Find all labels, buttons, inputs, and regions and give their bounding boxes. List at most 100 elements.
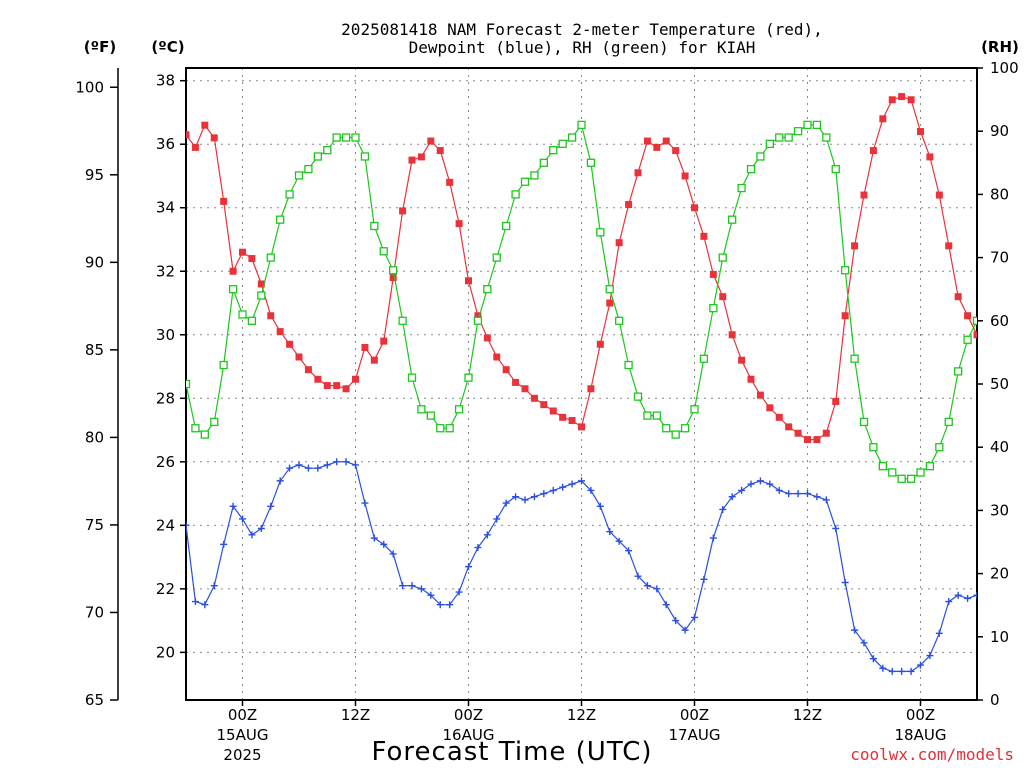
unit-label-rh: (RH) <box>981 38 1019 56</box>
point-dewpoint <box>653 585 661 593</box>
tick-label-f: 85 <box>85 341 104 359</box>
point-rh <box>756 152 765 161</box>
point-rh <box>878 462 887 471</box>
point-temperature <box>474 312 482 320</box>
x-axis-label: Forecast Time (UTC) <box>371 737 652 767</box>
point-dewpoint <box>220 540 228 548</box>
point-temperature <box>333 382 341 390</box>
point-dewpoint <box>295 461 303 469</box>
point-rh <box>445 424 454 433</box>
point-rh <box>464 373 473 382</box>
point-temperature <box>559 413 567 421</box>
point-rh <box>417 405 426 414</box>
point-temperature <box>672 147 680 155</box>
tick-label-rh: 30 <box>990 501 1009 519</box>
point-dewpoint <box>672 617 680 625</box>
point-rh <box>746 164 756 174</box>
point-rh <box>803 120 812 130</box>
tick-label-f: 95 <box>85 166 104 184</box>
point-dewpoint <box>615 537 623 545</box>
point-temperature <box>540 401 548 409</box>
point-rh <box>549 146 558 155</box>
point-dewpoint <box>747 480 755 488</box>
point-dewpoint <box>314 464 322 472</box>
point-temperature <box>841 312 849 320</box>
point-temperature <box>747 375 755 383</box>
point-temperature <box>625 201 633 209</box>
point-dewpoint <box>493 515 501 523</box>
point-rh <box>379 247 388 256</box>
point-temperature <box>257 280 265 288</box>
point-rh <box>906 474 916 483</box>
point-rh <box>454 405 464 414</box>
point-temperature <box>926 153 934 161</box>
tick-label-x: 00Z <box>680 706 709 724</box>
point-temperature <box>964 312 972 320</box>
point-dewpoint <box>785 490 793 498</box>
point-rh <box>323 146 332 155</box>
point-temperature <box>229 267 237 275</box>
point-dewpoint <box>549 486 557 494</box>
series-clip-group <box>186 93 977 675</box>
point-temperature <box>888 96 896 104</box>
point-dewpoint <box>860 639 868 647</box>
point-rh <box>186 379 191 389</box>
point-temperature <box>455 220 463 228</box>
tick-label-rh: 50 <box>990 375 1009 393</box>
point-temperature <box>201 121 209 129</box>
tick-label-x: 00Z <box>906 706 935 724</box>
point-dewpoint <box>446 601 454 609</box>
point-rh <box>436 424 445 433</box>
point-temperature <box>493 353 501 361</box>
series-layer <box>186 93 977 675</box>
point-rh <box>850 354 859 363</box>
point-rh <box>511 190 520 199</box>
point-dewpoint <box>578 477 585 485</box>
point-dewpoint <box>286 464 294 472</box>
tick-label-rh: 40 <box>990 438 1009 456</box>
point-dewpoint <box>559 483 567 491</box>
point-temperature <box>615 239 623 247</box>
point-dewpoint <box>399 582 407 590</box>
tick-label-x: 12Z <box>793 706 822 724</box>
point-temperature <box>634 169 642 177</box>
point-rh <box>916 468 925 477</box>
tick-label-x: 00Z <box>228 706 257 724</box>
point-temperature <box>512 378 520 386</box>
point-temperature <box>973 331 977 339</box>
point-dewpoint <box>201 601 209 609</box>
point-temperature <box>851 242 859 250</box>
point-temperature <box>945 242 953 250</box>
point-rh <box>210 417 219 427</box>
point-dewpoint <box>408 582 416 590</box>
point-dewpoint <box>304 464 312 472</box>
tick-label-rh: 80 <box>990 185 1009 203</box>
point-temperature <box>352 375 359 383</box>
point-dewpoint <box>239 515 246 523</box>
point-temperature <box>813 436 821 444</box>
tick-label-c: 36 <box>156 135 175 153</box>
point-dewpoint <box>841 578 849 586</box>
tick-label-date: 16AUG <box>443 726 495 744</box>
point-temperature <box>917 128 924 136</box>
point-temperature <box>483 334 491 342</box>
point-rh <box>567 133 577 142</box>
point-rh <box>859 417 869 427</box>
point-dewpoint <box>465 563 472 571</box>
tick-label-c: 32 <box>156 262 175 280</box>
point-rh <box>341 133 351 142</box>
point-rh <box>304 164 313 174</box>
point-dewpoint <box>512 493 520 501</box>
tick-label-f: 70 <box>85 603 104 621</box>
point-temperature <box>314 375 322 383</box>
point-temperature <box>323 382 331 390</box>
point-temperature <box>662 137 670 145</box>
point-dewpoint <box>822 496 830 504</box>
point-rh <box>963 335 972 344</box>
point-rh <box>577 120 586 130</box>
tick-label-c: 38 <box>156 72 175 90</box>
point-temperature <box>370 356 378 364</box>
point-temperature <box>276 328 284 336</box>
point-rh <box>247 316 257 325</box>
